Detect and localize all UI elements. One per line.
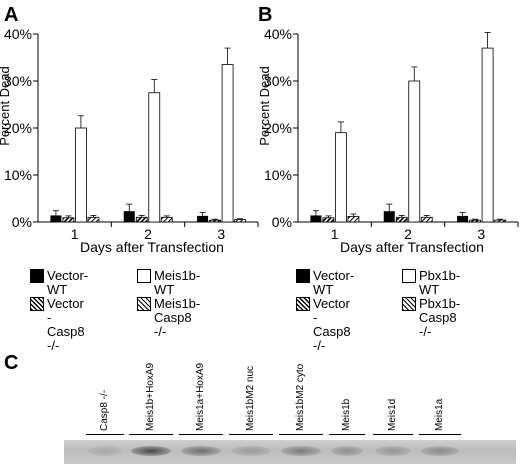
blot-lane-label: Meis1bM2 nuc [245,365,256,431]
blot-lane-underline [373,434,413,435]
legend-a-item-vector-wt: Vector-WT [30,269,88,297]
y-tick-label: 30% [4,73,32,89]
bar [383,211,395,222]
bar [50,215,62,222]
x-tick-label: 1 [331,226,339,242]
legend-swatch [30,297,44,311]
y-tick-label: 40% [264,26,292,42]
bar [123,211,135,222]
bar [221,64,234,223]
bar [347,215,360,223]
blot-lane-underline [279,434,323,435]
x-tick-label: 3 [217,226,225,242]
x-tick-label: 3 [477,226,485,242]
bar [322,217,335,223]
bar [494,219,506,223]
x-tick-label: 2 [404,226,412,242]
legend-label: Vector -Casp8 -/- [47,296,85,353]
bar [62,217,75,223]
bar [160,216,173,223]
legend-swatch [402,297,416,311]
legend-swatch [30,269,44,283]
y-tick-label: 20% [4,120,32,136]
blot-lane-label: Meis1bM2 cyto [295,363,306,431]
bar [135,216,148,223]
panel-label-c: C [4,352,19,374]
blot-lane-underline [129,434,173,435]
legend-label: Pbx1b-Casp8 -/- [419,296,461,339]
bar [335,132,347,223]
legend-swatch [296,269,310,283]
blot-band [181,446,221,456]
blot-lane-label: Meis1b+HoxA9 [145,362,156,431]
bar [197,215,209,222]
legend-b-item-pbx1b-casp8: Pbx1b-Casp8 -/- [402,297,460,339]
y-tick-label: 10% [4,167,32,183]
legend-swatch [402,269,416,283]
legend-b-item-vector-wt: Vector-WT [296,269,354,297]
x-tick-label: 2 [144,226,152,242]
legend-a-item-vector-casp8: Vector -Casp8 -/- [30,297,85,353]
y-tick-label: 20% [264,120,292,136]
legend-label: Pbx1b-WT [419,268,461,297]
legend-swatch [137,269,151,283]
legend-b-item-pbx1b-wt: Pbx1b-WT [402,269,460,297]
blot-lane-underline [419,434,461,435]
bar [148,92,161,223]
x-tick-label: 1 [71,226,79,242]
blot-band [131,446,171,456]
blot-lane-underline [86,434,124,435]
blot-lane-underline [179,434,223,435]
legend-swatch [137,297,151,311]
bar [469,219,481,223]
blot-band [281,446,321,456]
bar [310,215,322,222]
blot-lane-label: Casp8 -/- [99,389,110,431]
panel-label-a: A [4,4,19,26]
bar [209,219,221,223]
blot-lane-label: Meis1a [434,398,445,431]
legend-label: Meis1b-Casp8 -/- [154,296,201,339]
legend-a-item-meis1b-wt: Meis1b-WT [137,269,200,297]
bar [87,216,100,223]
bar [457,215,469,222]
blot-band [231,446,271,456]
legend-label: Meis1b-WT [154,268,201,297]
blot-band [421,446,459,456]
y-tick-label: 0% [12,214,32,230]
blot-band [88,446,122,456]
x-axis-label: Days after Transfection [340,239,484,255]
blot-lane-underline [329,434,365,435]
y-tick-label: 10% [264,167,292,183]
bar [234,219,246,223]
legend-a-item-meis1b-casp8: Meis1b-Casp8 -/- [137,297,200,339]
y-axis-label: Percent Dead [258,66,272,146]
legend-b-item-vector-casp8: Vector -Casp8 -/- [296,297,351,353]
bar [420,216,433,223]
bar [75,127,87,223]
y-tick-label: 0% [272,214,292,230]
bar [395,216,408,223]
y-tick-label: 30% [264,73,292,89]
y-tick-label: 40% [4,26,32,42]
panel-label-b: B [258,4,273,26]
legend-label: Vector-WT [313,268,355,297]
bar [408,80,421,223]
blot-lane-underline [229,434,273,435]
blot-band [375,446,411,456]
legend-label: Vector -Casp8 -/- [313,296,351,353]
y-axis-label: Percent Dead [0,66,12,146]
blot-lane-label: Meis1b [341,398,352,431]
legend-swatch [296,297,310,311]
western-blot-strip [64,440,516,464]
legend-label: Vector-WT [47,268,89,297]
bar [481,47,494,223]
blot-lane-label: Meis1d [387,398,398,431]
blot-lane-label: Meis1a+HoxA9 [195,362,206,431]
blot-band [331,446,363,456]
x-axis-label: Days after Transfection [80,239,224,255]
